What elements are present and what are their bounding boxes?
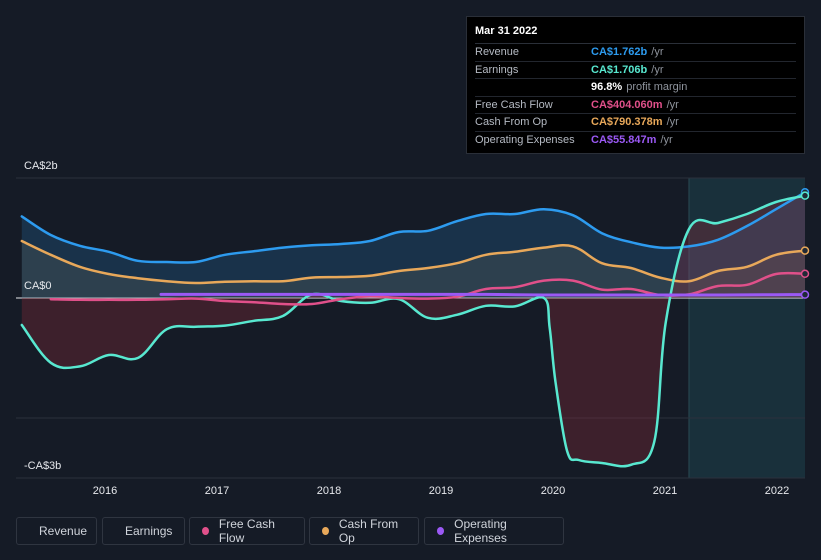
y-tick-label-neg3b: -CA$3b xyxy=(24,460,62,472)
tooltip-unit: /yr xyxy=(651,63,664,76)
tooltip-label: Revenue xyxy=(475,46,520,58)
tooltip-value: CA$1.706b xyxy=(591,63,648,76)
revenue-line xyxy=(20,191,807,264)
operating-expenses-endpoint xyxy=(800,290,810,299)
tooltip-date: Mar 31 2022 xyxy=(475,23,796,44)
y-tick-label-2b: CA$2b xyxy=(24,160,58,172)
forecast-region xyxy=(688,178,805,478)
tooltip-label: Free Cash Flow xyxy=(475,98,553,111)
revenue-area xyxy=(21,192,806,298)
tooltip-unit: profit margin xyxy=(626,81,688,94)
legend-dot-icon xyxy=(202,527,209,535)
x-tick-label-2016: 2016 xyxy=(92,485,118,497)
series-lines xyxy=(20,191,807,468)
earnings-area xyxy=(21,195,806,467)
earnings-line xyxy=(20,194,807,468)
legend-item-cash-from-op[interactable]: Cash From Op xyxy=(309,517,419,545)
tooltip-label: Cash From Op xyxy=(475,116,548,129)
free-cash-flow-endpoint xyxy=(800,269,810,279)
legend-item-free-cash-flow[interactable]: Free Cash Flow xyxy=(189,517,305,545)
earnings-endpoint xyxy=(800,191,810,200)
legend-label: Cash From Op xyxy=(338,517,399,545)
x-tick-label-2017: 2017 xyxy=(204,485,230,497)
legend-label: Earnings xyxy=(125,524,173,538)
series-endpoints xyxy=(800,188,810,299)
operating-expenses-line xyxy=(159,292,807,297)
tooltip-label: Earnings xyxy=(475,63,519,76)
legend-label: Revenue xyxy=(39,524,88,538)
tooltip: Mar 31 2022 Revenue CA$1.762b /yr Earnin… xyxy=(466,16,805,154)
legend-item-earnings[interactable]: Earnings xyxy=(102,517,185,545)
x-tick-label-2020: 2020 xyxy=(540,485,566,497)
x-tick-label-2019: 2019 xyxy=(428,485,454,497)
x-tick-label-2022: 2022 xyxy=(764,485,790,497)
tooltip-unit: /yr xyxy=(666,98,679,111)
tooltip-unit: /yr xyxy=(666,116,679,129)
tooltip-value: 96.8% xyxy=(591,81,623,94)
tooltip-value: CA$1.762b xyxy=(591,46,648,58)
legend-label: Operating Expenses xyxy=(454,517,507,545)
legend-dot-icon xyxy=(322,527,329,535)
x-tick-label-2021: 2021 xyxy=(652,485,678,497)
tooltip-row-earnings: Earnings CA$1.706b /yr xyxy=(475,62,796,80)
tooltip-row-cash-from-op: Cash From Op CA$790.378m /yr xyxy=(475,114,796,132)
tooltip-row-free-cash-flow: Free Cash Flow CA$404.060m /yr xyxy=(475,97,796,115)
legend-label: Free Cash Flow xyxy=(218,517,275,545)
tooltip-value: CA$55.847m xyxy=(591,133,657,146)
tooltip-label xyxy=(475,79,591,96)
tooltip-label: Operating Expenses xyxy=(475,133,575,146)
legend-dot-icon xyxy=(437,527,445,535)
y-tick-label-0: CA$0 xyxy=(24,280,52,292)
legend-item-operating-expenses[interactable]: Operating Expenses xyxy=(424,517,564,545)
tooltip-value: CA$404.060m xyxy=(591,98,663,111)
tooltip-unit: /yr xyxy=(660,133,673,146)
tooltip-row-operating-expenses: Operating Expenses CA$55.847m /yr xyxy=(475,132,796,149)
tooltip-value: CA$790.378m xyxy=(591,116,663,129)
x-tick-label-2018: 2018 xyxy=(316,485,342,497)
tooltip-unit: /yr xyxy=(651,46,664,58)
cash-from-op-endpoint xyxy=(800,246,810,255)
tooltip-row-revenue: Revenue CA$1.762b /yr xyxy=(475,44,796,62)
legend-item-revenue[interactable]: Revenue xyxy=(16,517,97,545)
tooltip-row-profit-margin: 96.8% profit margin xyxy=(475,79,796,97)
